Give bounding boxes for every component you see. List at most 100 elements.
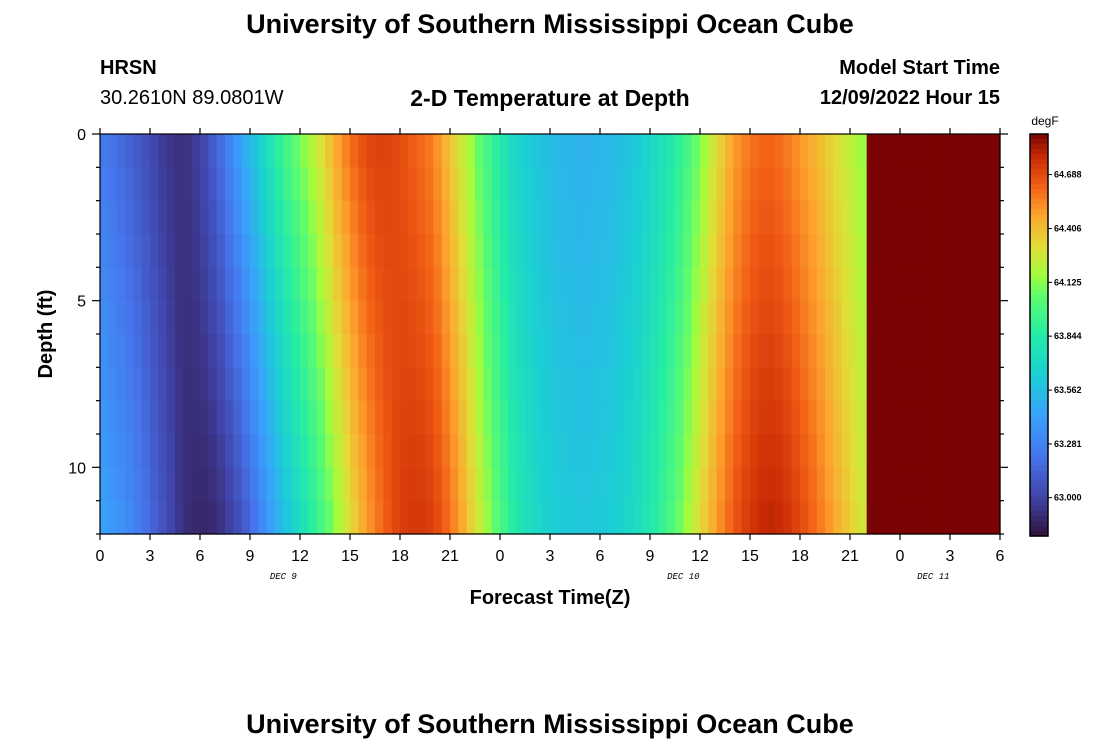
heatmap-cell [416,367,426,402]
heatmap-cell [300,134,309,168]
heatmap-cell [983,167,993,202]
heatmap-cell [641,367,651,402]
colorbar-segment [1030,360,1048,366]
heatmap-cell [383,300,393,335]
colorbar-segment [1030,410,1048,417]
colorbar-segment [1030,460,1048,467]
heatmap-cell [358,400,368,435]
heatmap-cell [458,134,468,168]
heatmap-cell [433,167,443,202]
heatmap-cell [408,134,418,168]
heatmap-cell [491,167,501,202]
heatmap-cell [783,434,793,468]
heatmap-cell [266,334,276,368]
heatmap-cell [675,434,684,468]
x-tick-label: 6 [996,548,1005,565]
heatmap-cell [758,300,768,335]
heatmap-cell [891,134,901,168]
heatmap-cell [525,267,534,302]
heatmap-cell [266,467,276,502]
heatmap-cell [808,134,818,168]
heatmap-cell [916,400,926,435]
heatmap-cell [308,267,318,302]
colorbar-tick-label: 64.406 [1054,224,1082,234]
heatmap-cell [908,300,918,335]
heatmap-cell [175,167,184,202]
heatmap-cell [233,300,243,335]
heatmap-cell [366,367,376,402]
heatmap-cell [708,334,718,368]
heatmap-cell [316,234,326,268]
heatmap-cell [450,500,459,535]
heatmap-cell [883,267,893,302]
colorbar-segment [1030,520,1048,527]
heatmap-cell [475,134,484,168]
heatmap-cell [858,167,868,202]
heatmap-cell [125,134,134,168]
heatmap-cell [900,234,909,268]
heatmap-cell [666,500,676,535]
heatmap-cell [250,400,259,435]
heatmap-cell [958,367,968,402]
heatmap-cell [291,500,301,535]
heatmap-cell [808,234,818,268]
heatmap-cell [416,234,426,268]
heatmap-cell [691,500,701,535]
heatmap-cell [808,434,818,468]
heatmap-cell [266,167,276,202]
colorbar-segment [1030,199,1048,205]
heatmap-cell [591,334,601,368]
colorbar-segment [1030,184,1048,190]
heatmap-cell [708,367,718,402]
heatmap-cell [158,467,168,502]
heatmap-cell [625,267,634,302]
heatmap-cell [133,467,143,502]
heatmap-cell [708,467,718,502]
heatmap-cell [816,167,826,202]
date-label: DEC 10 [667,572,700,582]
heatmap-cell [791,300,801,335]
colorbar-segment [1030,209,1048,216]
heatmap-cell [991,500,1001,535]
colorbar-segment [1030,149,1048,155]
heatmap-cell [891,434,901,468]
heatmap-cell [475,300,484,335]
heatmap-cell [916,367,926,402]
heatmap-cell [683,267,693,302]
heatmap-cell [133,234,143,268]
heatmap-cell [791,234,801,268]
heatmap-cell [675,500,684,535]
heatmap-cell [483,234,493,268]
heatmap-cell [941,267,951,302]
heatmap-cell [358,334,368,368]
heatmap-cell [575,467,584,502]
heatmap-cell [841,434,851,468]
heatmap-cell [600,200,609,235]
heatmap-cell [950,400,959,435]
heatmap-cell [166,500,176,535]
heatmap-cell [600,367,609,402]
heatmap-cell [191,467,201,502]
heatmap-cell [208,434,218,468]
heatmap-cell [400,334,409,368]
heatmap-cell [683,334,693,368]
heatmap-cell [716,200,726,235]
colorbar-tick-label: 63.000 [1054,493,1082,503]
heatmap-cell [116,234,126,268]
heatmap-cell [683,167,693,202]
colorbar-segment [1030,239,1048,246]
heatmap-cell [583,167,593,202]
heatmap-cell [541,234,551,268]
heatmap-cell [933,467,943,502]
heatmap-cell [900,434,909,468]
heatmap-cell [783,134,793,168]
heatmap-cell [800,267,809,302]
heatmap-cell [783,367,793,402]
heatmap-cell [475,467,484,502]
heatmap-cell [533,400,543,435]
colorbar-segment [1030,204,1048,210]
heatmap-cell [808,500,818,535]
heatmap-cell [625,367,634,402]
heatmap-cell [300,434,309,468]
heatmap-cell [625,400,634,435]
